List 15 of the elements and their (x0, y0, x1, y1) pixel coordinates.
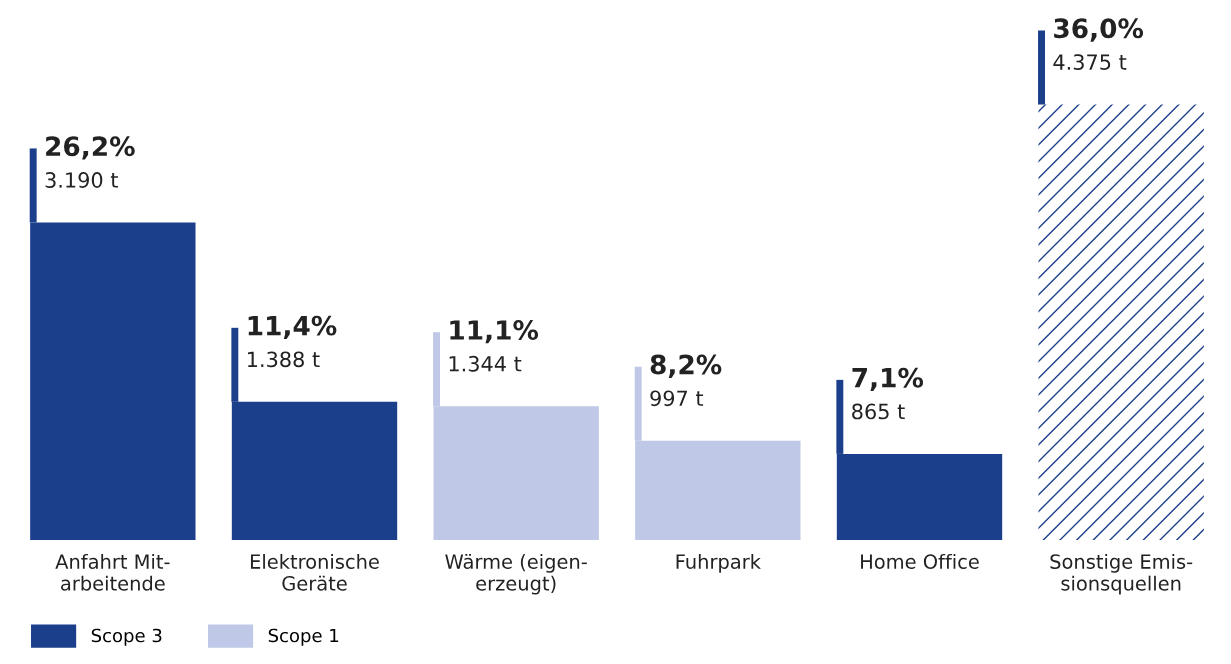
x-tick-label: Fuhrpark (676, 553, 761, 573)
x-tick-label: Sonstige Emis- sionsquellen (1050, 553, 1193, 595)
legend-label: Scope 3 (91, 628, 162, 646)
x-tick-label: Elektronische Geräte (251, 553, 379, 591)
data-label: 11,4% 1.388 t (247, 315, 337, 368)
x-tick-label: Wärme (eigen- erzeugt) (445, 553, 587, 595)
x-tick-label: Home Office (861, 553, 979, 569)
bar (1038, 104, 1204, 540)
legend-label: Scope 1 (268, 628, 339, 646)
data-label: 8,2% 997 t (650, 354, 722, 407)
data-label: 26,2% 3.190 t (45, 136, 135, 188)
data-label: 36,0% 4.375 t (1053, 18, 1144, 70)
data-label: 7,1% 865 t (852, 367, 924, 420)
data-label: 11,1% 1.344 t (449, 320, 539, 372)
x-tick-label: Anfahrt Mit- arbeitende (55, 553, 170, 591)
